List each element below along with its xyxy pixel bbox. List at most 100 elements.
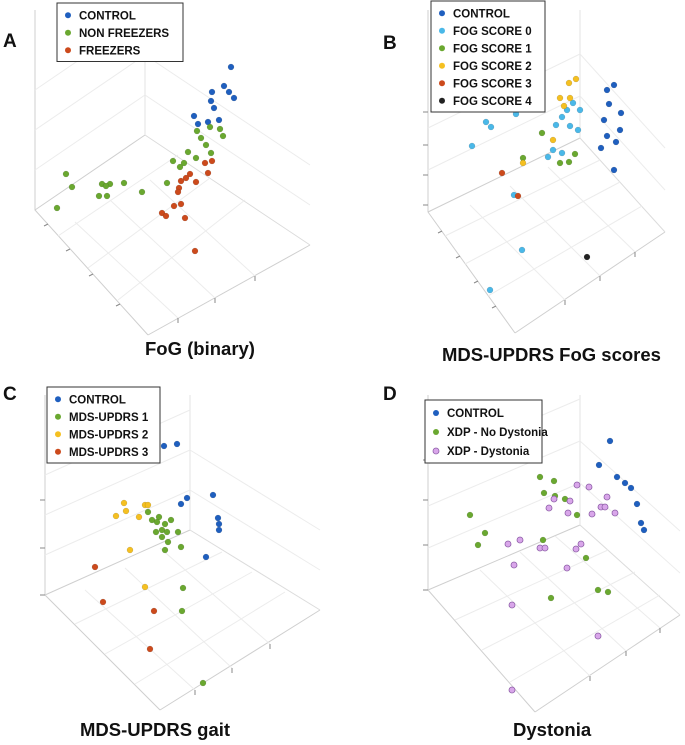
point-d-series2-8 [611,509,619,517]
point-b-series2-2 [565,158,573,166]
legend-label-d-0: CONTROL [447,408,504,420]
point-a-series1-9 [169,157,177,165]
point-d-series1-0 [536,473,544,481]
point-a-series1-3 [219,132,227,140]
point-c-series1-5 [167,516,175,524]
point-d-series2-12 [504,540,512,548]
point-b-series0-4 [600,116,608,124]
point-c-series2-5 [135,513,143,521]
point-a-series2-1 [201,159,209,167]
point-c-series1-13 [161,546,169,554]
point-d-series2-4 [566,497,574,505]
point-b-series1-3 [569,99,577,107]
point-b-series1-16 [486,286,494,294]
point-b-series3-3 [566,94,574,102]
point-b-series3-6 [519,159,527,167]
point-d-series1-5 [573,511,581,519]
point-d-series1-6 [466,511,474,519]
point-c-series2-7 [126,546,134,554]
legend-label-c-2: MDS-UPDRS 2 [69,429,148,441]
point-c-series1-15 [178,607,186,615]
panel-c-axes [44,395,321,711]
point-d-series2-5 [545,504,553,512]
point-b-series0-0 [603,86,611,94]
point-d-series2-18 [563,564,571,572]
legend-marker-c-2 [55,431,61,438]
legend-label-d-2: XDP - Dystonia [447,446,530,458]
legend-label-a-2: FREEZERS [79,45,141,57]
legend-box-a [56,2,184,62]
point-a-series1-6 [184,148,192,156]
point-b-series1-0 [482,118,490,126]
legend-label-d-1: XDP - No Dystonia [447,427,548,439]
legend-box-c [46,386,161,464]
point-b-series4-1 [514,192,522,200]
legend-marker-d-2 [432,447,440,455]
point-c-series3-3 [146,645,154,653]
legend-box-b [430,0,546,113]
legend-label-a-1: NON FREEZERS [79,28,169,40]
panel-label-c: C [3,384,17,405]
legend-label-b-2: FOG SCORE 1 [453,43,532,55]
legend-label-b-0: CONTROL [453,8,510,20]
point-c-series0-4 [214,514,222,522]
point-a-series1-0 [206,123,214,131]
legend-label-a-0: CONTROL [79,10,136,22]
legend-layer: CONTROL NON FREEZERS FREEZERS CONTROL FOG SC… [46,0,548,464]
point-b-series1-9 [574,126,582,134]
point-b-series1-1 [487,123,495,131]
point-d-series1-12 [594,586,602,594]
legend-marker-b-3 [439,62,445,69]
point-b-series4-0 [498,169,506,177]
point-c-series3-2 [150,607,158,615]
point-d-series1-11 [547,594,555,602]
point-d-series2-21 [508,686,516,694]
point-c-series1-11 [164,538,172,546]
point-c-series1-12 [177,543,185,551]
point-a-series2-5 [177,177,185,185]
point-d-series2-1 [585,483,593,491]
legend-marker-b-1 [439,27,445,34]
point-a-series2-8 [174,188,182,196]
point-c-series0-8 [202,553,210,561]
point-d-series0-2 [613,473,621,481]
point-a-series2-12 [162,212,170,220]
point-c-series2-3 [122,507,130,515]
caption-b: MDS-UPDRS FoG scores [442,344,661,365]
legend-marker-a-2 [65,47,71,54]
point-c-series1-16 [199,679,207,687]
point-a-series0-1 [220,82,228,90]
legend-marker-b-5 [439,97,445,104]
point-c-series0-0 [160,442,168,450]
point-c-series2-4 [112,512,120,520]
caption-d: Dystonia [513,719,592,740]
point-d-series2-10 [601,503,609,511]
point-a-series1-18 [138,188,146,196]
point-d-series0-4 [627,484,635,492]
point-d-series2-19 [508,601,516,609]
point-a-series2-10 [170,202,178,210]
point-a-series1-17 [68,183,76,191]
legend-label-b-3: FOG SCORE 2 [453,61,532,73]
point-a-series1-19 [95,192,103,200]
point-d-series1-7 [481,529,489,537]
point-b-series2-4 [556,159,564,167]
point-a-series1-21 [53,204,61,212]
point-d-series2-7 [588,510,596,518]
point-d-series0-6 [637,519,645,527]
point-d-series1-10 [582,554,590,562]
point-a-series2-0 [208,157,216,165]
point-d-series0-7 [640,526,648,534]
legend-label-b-5: FOG SCORE 4 [453,96,532,108]
point-a-series2-6 [192,178,200,186]
point-b-series1-8 [566,122,574,130]
legend-marker-a-0 [65,12,71,19]
point-b-series0-6 [603,132,611,140]
caption-a: FoG (binary) [145,338,255,359]
point-d-series2-15 [577,540,585,548]
panel-label-b: B [383,33,397,54]
point-d-series2-14 [541,544,549,552]
point-b-series1-6 [558,113,566,121]
point-d-series1-8 [474,541,482,549]
point-a-series1-12 [120,179,128,187]
